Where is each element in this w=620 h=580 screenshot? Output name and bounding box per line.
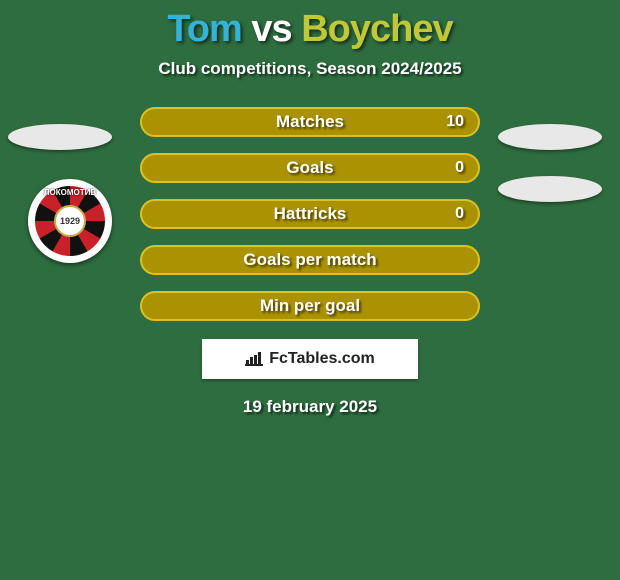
watermark: FcTables.com xyxy=(202,339,418,379)
stat-label: Hattricks xyxy=(274,204,347,224)
title-player1: Tom xyxy=(167,8,241,50)
stat-row: Hattricks 0 xyxy=(140,199,480,229)
chart-icon xyxy=(245,352,263,366)
stat-row: Matches 10 xyxy=(140,107,480,137)
player-photo-left xyxy=(8,124,112,150)
stat-row: Min per goal xyxy=(140,291,480,321)
page-title: Tom vs Boychev xyxy=(0,0,620,51)
club-badge: ЛОКОМОТИВ 1929 xyxy=(28,179,112,263)
player-photo-right-bot xyxy=(498,176,602,202)
stat-label: Goals per match xyxy=(243,250,376,270)
stat-value-right: 0 xyxy=(455,201,464,227)
stat-label: Goals xyxy=(286,158,333,178)
title-vs: vs xyxy=(251,8,291,50)
stat-label: Min per goal xyxy=(260,296,360,316)
subtitle: Club competitions, Season 2024/2025 xyxy=(0,59,620,79)
watermark-text: FcTables.com xyxy=(269,350,375,368)
stat-row: Goals 0 xyxy=(140,153,480,183)
player-photo-right-top xyxy=(498,124,602,150)
stat-value-right: 0 xyxy=(455,155,464,181)
club-badge-name: ЛОКОМОТИВ xyxy=(28,188,112,197)
date: 19 february 2025 xyxy=(0,397,620,417)
stat-row: Goals per match xyxy=(140,245,480,275)
stat-label: Matches xyxy=(276,112,344,132)
stat-value-right: 10 xyxy=(446,109,464,135)
title-player2: Boychev xyxy=(301,8,452,50)
